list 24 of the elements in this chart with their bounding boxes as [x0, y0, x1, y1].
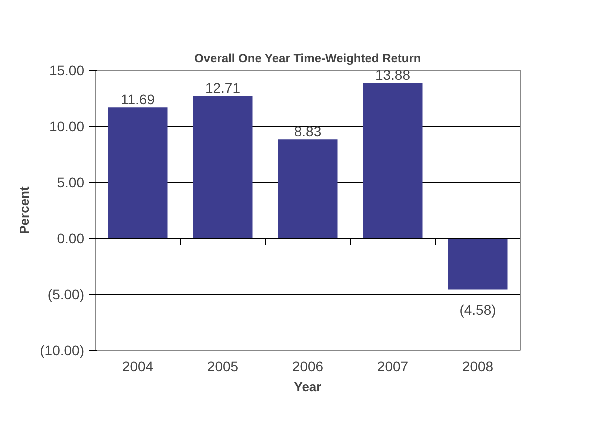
y-tick-label: 10.00	[49, 118, 85, 134]
y-tick-label: (10.00)	[40, 342, 84, 358]
bar	[193, 96, 253, 238]
y-tick-label: 0.00	[57, 230, 85, 246]
y-tick-label: (5.00)	[48, 286, 85, 302]
bar	[448, 238, 508, 290]
data-label: 12.71	[205, 80, 241, 96]
y-axis-title: Percent	[17, 186, 32, 234]
data-label: 13.88	[375, 67, 411, 84]
data-label: (4.58)	[460, 302, 496, 318]
chart-title: Overall One Year Time-Weighted Return	[194, 52, 422, 66]
y-tick-label: 5.00	[57, 174, 85, 190]
bar	[108, 108, 168, 238]
x-tick-label: 2006	[292, 358, 324, 374]
x-tick-label: 2008	[462, 358, 494, 374]
x-tick-label: 2005	[207, 358, 239, 374]
data-label: 8.83	[294, 124, 322, 140]
x-tick-label: 2007	[377, 358, 409, 374]
bar	[278, 140, 338, 238]
data-label: 11.69	[121, 92, 156, 108]
x-tick-label: 2004	[122, 358, 154, 374]
x-axis-title: Year	[294, 380, 322, 394]
y-tick-label: 15.00	[49, 62, 85, 78]
bar	[363, 83, 423, 238]
